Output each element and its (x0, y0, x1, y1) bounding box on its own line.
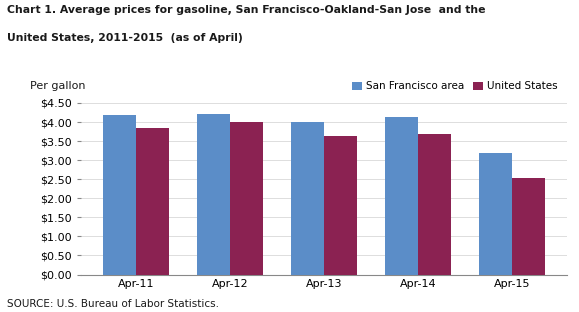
Text: United States, 2011-2015  (as of April): United States, 2011-2015 (as of April) (7, 33, 243, 43)
Text: Per gallon: Per gallon (30, 81, 86, 91)
Text: SOURCE: U.S. Bureau of Labor Statistics.: SOURCE: U.S. Bureau of Labor Statistics. (7, 299, 219, 309)
Bar (103, 115, 136, 275)
Bar (197, 114, 230, 275)
Legend: San Francisco area, United States: San Francisco area, United States (347, 77, 562, 95)
Bar (136, 128, 169, 275)
Text: Chart 1. Average prices for gasoline, San Francisco-Oakland-San Jose  and the: Chart 1. Average prices for gasoline, Sa… (7, 5, 485, 15)
Bar (291, 122, 324, 275)
Bar (418, 134, 451, 275)
Bar (324, 136, 357, 275)
Bar (230, 122, 263, 275)
Bar (512, 178, 545, 275)
Bar (386, 117, 418, 275)
Bar (479, 153, 512, 275)
